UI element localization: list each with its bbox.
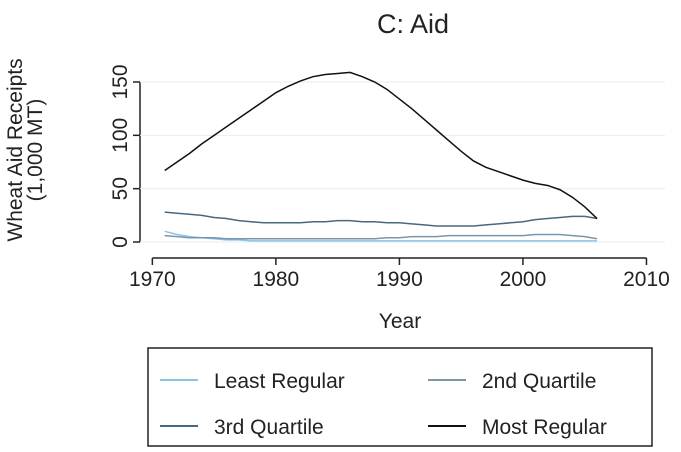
series-line xyxy=(164,211,598,227)
x-tick-label: 1990 xyxy=(376,268,423,291)
y-axis-label: Wheat Aid Receipts xyxy=(4,58,27,241)
legend-label: Least Regular xyxy=(214,370,345,393)
y-tick-label: 0 xyxy=(109,236,132,248)
x-tick-label: 2000 xyxy=(500,268,547,291)
y-tick-label: 150 xyxy=(109,64,132,99)
chart-title: C: Aid xyxy=(377,9,449,39)
y-axis-label: (1,000 MT) xyxy=(24,99,47,202)
x-axis-label: Year xyxy=(379,310,421,333)
y-tick-label: 50 xyxy=(109,177,132,200)
y-tick-label: 100 xyxy=(109,118,132,153)
series-line xyxy=(164,230,598,242)
legend-label: 3rd Quartile xyxy=(214,416,324,439)
legend-box xyxy=(147,347,653,447)
x-tick-label: 1970 xyxy=(129,268,176,291)
x-tick-label: 2010 xyxy=(623,268,670,291)
legend-label: Most Regular xyxy=(482,416,607,439)
legend-label: 2nd Quartile xyxy=(482,370,596,393)
series-line xyxy=(164,71,598,220)
series-line xyxy=(164,233,598,240)
x-tick-label: 1980 xyxy=(253,268,300,291)
